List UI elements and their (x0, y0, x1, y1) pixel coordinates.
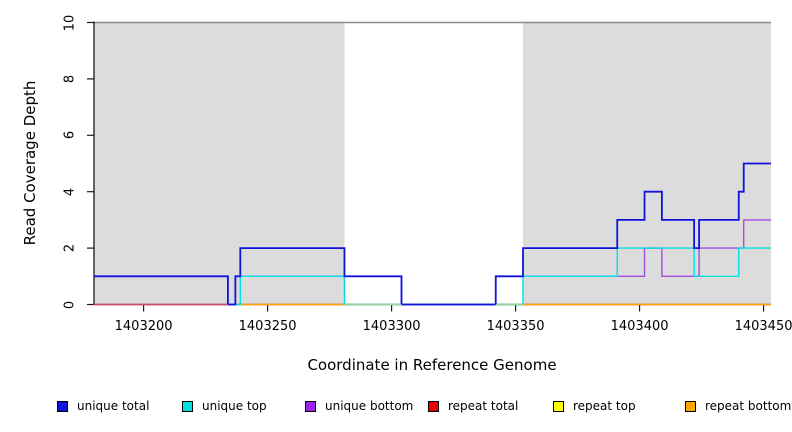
repeat-top-swatch-icon (553, 400, 564, 412)
y-tick-label: 2 (62, 243, 78, 253)
unique-total-swatch-icon (57, 400, 68, 412)
repeat-bottom-swatch-icon (685, 400, 696, 412)
x-axis-title: Coordinate in Reference Genome (307, 356, 557, 374)
legend-item-repeat-bottom: repeat bottom (685, 398, 791, 414)
legend-label: unique top (202, 399, 267, 413)
repeat-total-swatch-icon (428, 400, 439, 412)
shaded-region (94, 22, 345, 305)
y-axis-title: Read Coverage Depth (21, 80, 39, 246)
y-tick-label: 0 (62, 300, 78, 309)
legend-label: repeat total (448, 399, 519, 413)
x-tick-label: 1403350 (486, 319, 545, 334)
unique-bottom-swatch-icon (305, 400, 316, 412)
unique-top-swatch-icon (182, 400, 193, 412)
legend-item-unique-total: unique total (57, 398, 149, 414)
x-tick-label: 1403450 (734, 319, 792, 334)
x-tick-label: 1403250 (238, 319, 297, 334)
x-tick-label: 1403300 (362, 319, 421, 334)
legend-item-repeat-total: repeat total (428, 398, 518, 414)
shaded-region (523, 22, 771, 305)
legend-item-unique-bottom: unique bottom (305, 398, 413, 414)
legend-item-unique-top: unique top (182, 398, 267, 414)
legend-label: repeat top (573, 399, 636, 413)
legend: unique total unique top unique bottom re… (0, 398, 792, 418)
y-tick-label: 6 (62, 131, 78, 140)
y-tick-label: 10 (62, 14, 78, 31)
x-tick-label: 1403400 (610, 319, 669, 334)
series-line-unique-total (94, 162, 771, 306)
y-tick-label: 4 (62, 187, 78, 196)
legend-item-repeat-top: repeat top (553, 398, 636, 414)
legend-label: repeat bottom (705, 399, 792, 413)
y-tick-label: 8 (62, 74, 78, 84)
legend-label: unique total (77, 399, 150, 413)
x-tick-label: 1403200 (114, 319, 173, 334)
legend-label: unique bottom (325, 399, 414, 413)
